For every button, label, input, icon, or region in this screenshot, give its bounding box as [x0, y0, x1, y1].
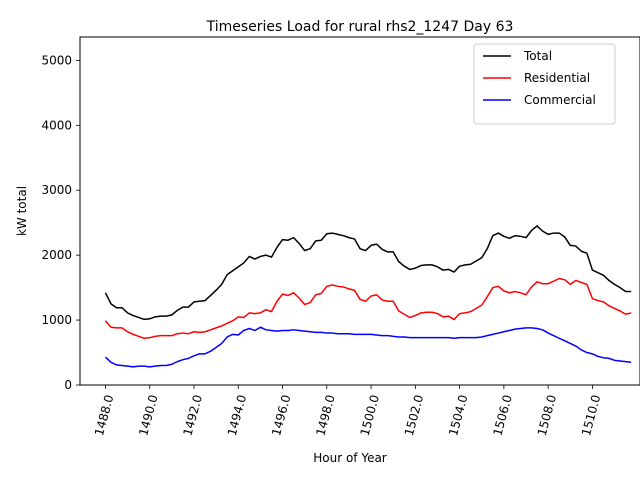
legend-label-commercial: Commercial [524, 93, 596, 107]
legend-box [473, 43, 616, 125]
legend-label-total: Total [523, 49, 552, 63]
y-tick-label: 1000 [41, 313, 72, 327]
series-layer [104, 225, 632, 368]
y-tick-label: 2000 [41, 248, 72, 262]
plot-frame [79, 36, 640, 386]
y-tick-label: 5000 [41, 53, 72, 67]
y-tick-label: 3000 [41, 183, 72, 197]
y-axis-label: kW total [15, 186, 29, 236]
legend-label-residential: Residential [524, 71, 590, 85]
legend: Total Residential Commercial [473, 43, 616, 125]
series-line-total [104, 225, 632, 321]
chart-title: Timeseries Load for rural rhs2_1247 Day … [206, 19, 514, 35]
y-tick-label: 4000 [41, 118, 72, 132]
y-axis: 0 1000 2000 3000 4000 5000 [41, 53, 80, 392]
plot-area [79, 36, 640, 386]
x-axis-label: Hour of Year [313, 451, 387, 465]
series-line-commercial [104, 326, 632, 368]
series-line-residential [104, 277, 632, 339]
y-tick-label: 0 [64, 378, 72, 392]
